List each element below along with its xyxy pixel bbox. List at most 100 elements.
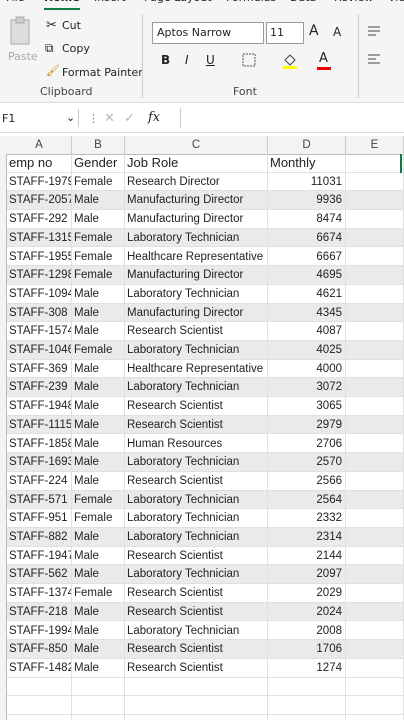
cell[interactable]: Male: [74, 549, 99, 562]
cell[interactable]: Male: [74, 568, 99, 581]
ribbon-tab[interactable]: View: [388, 0, 404, 8]
cell[interactable]: Research Scientist: [127, 605, 223, 618]
cell[interactable]: Male: [74, 362, 99, 375]
column-header[interactable]: B: [72, 136, 125, 154]
cell[interactable]: 6667: [316, 250, 342, 263]
ribbon-tab[interactable]: Home: [44, 0, 80, 10]
cell[interactable]: STAFF-239: [9, 381, 68, 394]
column-header[interactable]: E: [346, 136, 404, 154]
cell[interactable]: 8474: [316, 213, 342, 226]
cell[interactable]: STAFF-562: [9, 568, 68, 581]
cell[interactable]: STAFF-224: [9, 474, 68, 487]
cell[interactable]: 2570: [316, 456, 342, 469]
cut-button[interactable]: Cut: [62, 19, 81, 32]
cell[interactable]: 4621: [316, 287, 342, 300]
cell[interactable]: STAFF-218: [9, 605, 68, 618]
header-cell[interactable]: Gender: [74, 155, 118, 170]
cell[interactable]: Laboratory Technician: [127, 493, 240, 506]
name-box[interactable]: F1 ⌄: [0, 109, 79, 127]
paste-button[interactable]: Paste: [8, 50, 38, 63]
cell[interactable]: Male: [74, 605, 99, 618]
cell[interactable]: Laboratory Technician: [127, 287, 240, 300]
column-header[interactable]: C: [125, 136, 268, 154]
cell[interactable]: STAFF-2057: [9, 194, 71, 207]
cell[interactable]: 2144: [316, 549, 342, 562]
fill-icon[interactable]: [282, 52, 298, 70]
cell[interactable]: 2706: [316, 437, 342, 450]
cell[interactable]: Research Scientist: [127, 474, 223, 487]
cell[interactable]: Manufacturing Director: [127, 213, 244, 226]
cell[interactable]: STAFF-850: [9, 643, 68, 656]
cell[interactable]: 4695: [316, 269, 342, 282]
cell[interactable]: Laboratory Technician: [127, 512, 240, 525]
cell[interactable]: STAFF-1979: [9, 175, 71, 188]
cell[interactable]: 3065: [316, 400, 342, 413]
ribbon-tab[interactable]: Review: [334, 0, 373, 8]
cell[interactable]: Manufacturing Director: [127, 194, 244, 207]
cell[interactable]: Male: [74, 531, 99, 543]
cell[interactable]: Male: [74, 437, 99, 450]
cell[interactable]: STAFF-1046: [9, 344, 71, 356]
cell[interactable]: STAFF-1858: [9, 437, 71, 450]
cell[interactable]: Female: [74, 493, 113, 506]
cell[interactable]: STAFF-1298: [9, 269, 71, 282]
cell[interactable]: Male: [74, 306, 99, 319]
cell[interactable]: 4025: [316, 344, 342, 356]
cell[interactable]: 2097: [316, 568, 342, 581]
cell[interactable]: Manufacturing Director: [127, 306, 244, 319]
cell[interactable]: Laboratory Technician: [127, 531, 240, 543]
cell[interactable]: STAFF-571: [9, 493, 68, 506]
cell[interactable]: Manufacturing Director: [127, 269, 244, 282]
cell[interactable]: STAFF-1374: [9, 587, 71, 600]
cell[interactable]: Female: [74, 175, 113, 188]
cell[interactable]: STAFF-1693: [9, 456, 71, 469]
fx-button[interactable]: fx: [148, 110, 161, 125]
cell[interactable]: Research Scientist: [127, 400, 223, 413]
cell[interactable]: Laboratory Technician: [127, 456, 240, 469]
cell[interactable]: Healthcare Representative: [127, 362, 264, 375]
cell[interactable]: Research Scientist: [127, 643, 223, 656]
cell[interactable]: Male: [74, 287, 99, 300]
cell[interactable]: Research Scientist: [127, 587, 223, 600]
shrink-font[interactable]: A: [333, 25, 342, 39]
ribbon-tab[interactable]: File: [6, 0, 24, 8]
cell[interactable]: Human Resources: [127, 437, 223, 450]
ribbon-tab[interactable]: Data: [290, 0, 316, 8]
cell[interactable]: Male: [74, 325, 99, 338]
cell[interactable]: Male: [74, 213, 99, 226]
column-header[interactable]: D: [268, 136, 346, 154]
cell[interactable]: 2564: [316, 493, 342, 506]
cell[interactable]: Research Scientist: [127, 325, 223, 338]
cell[interactable]: Female: [74, 587, 113, 600]
font-name-box[interactable]: Aptos Narrow: [152, 22, 264, 44]
cell[interactable]: Research Scientist: [127, 549, 223, 562]
cell[interactable]: 3072: [316, 381, 342, 394]
cell[interactable]: STAFF-882: [9, 531, 68, 543]
cell[interactable]: Male: [74, 400, 99, 413]
cell[interactable]: Research Director: [127, 175, 220, 188]
cell[interactable]: Female: [74, 344, 113, 356]
cell[interactable]: STAFF-1574: [9, 325, 71, 338]
cell[interactable]: 2024: [316, 605, 342, 618]
italic-button[interactable]: I: [185, 53, 189, 67]
cell[interactable]: Research Scientist: [127, 418, 223, 431]
cell[interactable]: STAFF-1315: [9, 231, 71, 244]
grow-font[interactable]: A: [309, 23, 319, 39]
cell[interactable]: Laboratory Technician: [127, 568, 240, 581]
header-cell[interactable]: emp no: [9, 155, 53, 170]
cell[interactable]: Female: [74, 269, 113, 282]
cell[interactable]: Male: [74, 661, 99, 674]
cell[interactable]: 9936: [316, 194, 342, 207]
cell[interactable]: Male: [74, 194, 99, 207]
ribbon-tab[interactable]: Formulas: [226, 0, 276, 8]
cell[interactable]: STAFF-308: [9, 306, 68, 319]
bold-button[interactable]: B: [161, 53, 171, 67]
cell[interactable]: Female: [74, 231, 113, 244]
cell[interactable]: 4087: [316, 325, 342, 338]
cell[interactable]: STAFF-1948: [9, 400, 71, 413]
ribbon-tab[interactable]: Page Layout: [144, 0, 212, 8]
underline-button[interactable]: U: [206, 53, 215, 67]
header-cell[interactable]: Monthly: [270, 155, 316, 170]
cell[interactable]: STAFF-1482: [9, 661, 71, 674]
cell[interactable]: 2979: [316, 418, 342, 431]
